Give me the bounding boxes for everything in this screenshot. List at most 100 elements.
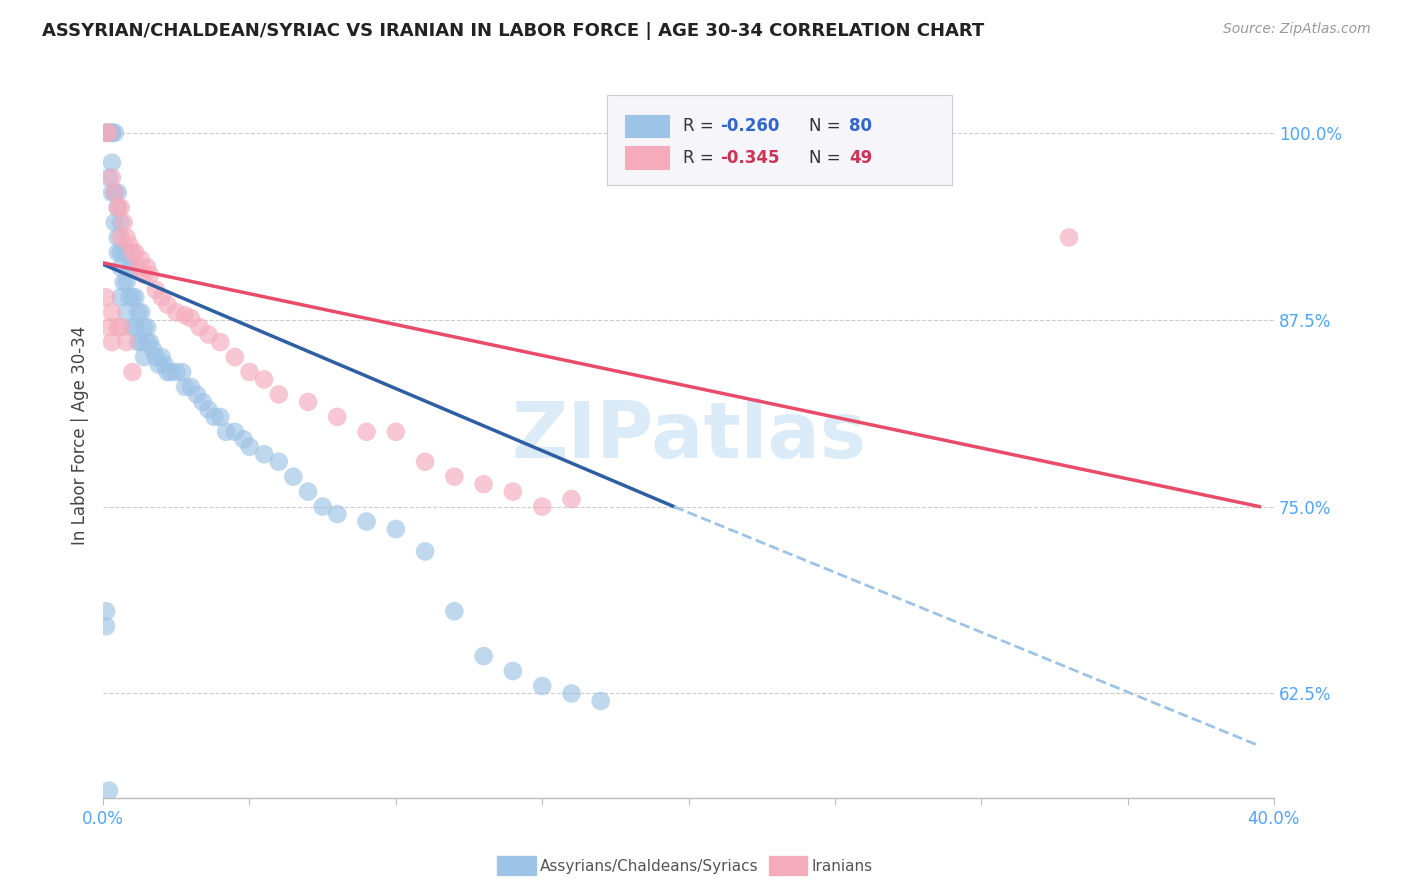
Point [165,305,187,319]
Point [107,201,129,215]
Point [145,350,167,364]
Point [124,245,146,260]
Point [129,335,152,350]
Text: -0.260: -0.260 [720,117,779,135]
Text: Source: ZipAtlas.com: Source: ZipAtlas.com [1223,22,1371,37]
Point [148,358,170,372]
Point [150,350,173,364]
Point [121,245,143,260]
Point [215,425,238,439]
Point [104,215,127,229]
Point [531,679,554,693]
Point [132,350,155,364]
Point [502,484,524,499]
Point [202,409,225,424]
Point [283,469,305,483]
Point [560,492,582,507]
Point [188,320,211,334]
Point [121,320,143,334]
Point [385,522,408,536]
Point [156,298,179,312]
Point [132,320,155,334]
Point [101,126,124,140]
Point [112,215,135,229]
Point [98,126,121,140]
Point [142,343,165,357]
Text: Iranians: Iranians [811,859,872,873]
Point [94,126,117,140]
Point [311,500,333,514]
Point [127,335,149,350]
Point [115,335,138,350]
Point [443,469,465,483]
Text: -0.345: -0.345 [720,149,780,167]
Point [156,365,179,379]
Point [326,507,349,521]
Point [101,126,124,140]
Point [238,365,260,379]
Point [115,245,138,260]
Point [98,126,121,140]
Point [139,335,162,350]
Point [110,245,132,260]
Point [110,215,132,229]
Point [107,186,129,200]
Point [180,380,202,394]
Point [107,230,129,244]
Point [531,500,554,514]
Point [121,365,143,379]
Point [115,305,138,319]
Point [121,260,143,275]
Point [472,477,495,491]
Point [115,230,138,244]
Point [94,290,117,304]
Point [443,604,465,618]
Point [413,455,436,469]
Point [98,126,121,140]
Point [385,425,408,439]
Text: Assyrians/Chaldeans/Syriacs: Assyrians/Chaldeans/Syriacs [540,859,758,873]
Point [98,783,121,797]
Point [172,365,194,379]
Point [267,387,290,401]
Point [136,260,159,275]
Point [129,305,152,319]
Point [326,409,349,424]
Point [110,290,132,304]
Point [94,126,117,140]
Text: ASSYRIAN/CHALDEAN/SYRIAC VS IRANIAN IN LABOR FORCE | AGE 30-34 CORRELATION CHART: ASSYRIAN/CHALDEAN/SYRIAC VS IRANIAN IN L… [42,22,984,40]
Point [413,544,436,558]
Point [180,311,202,326]
Point [136,320,159,334]
Point [132,268,155,282]
Point [118,260,141,275]
Y-axis label: In Labor Force | Age 30-34: In Labor Force | Age 30-34 [72,326,89,545]
Point [232,432,254,446]
Point [174,308,197,322]
Point [101,186,124,200]
Point [127,260,149,275]
Point [197,327,219,342]
Point [197,402,219,417]
Point [589,694,612,708]
Point [224,350,246,364]
Point [101,305,124,319]
Point [121,290,143,304]
Text: N =: N = [808,117,846,135]
Point [224,425,246,439]
Point [101,126,124,140]
Point [107,320,129,334]
Point [297,484,319,499]
Point [101,335,124,350]
Point [104,126,127,140]
Text: 80: 80 [849,117,872,135]
Point [110,320,132,334]
Point [145,283,167,297]
Point [153,358,176,372]
Point [472,649,495,664]
Point [297,395,319,409]
Point [191,395,214,409]
Point [94,619,117,633]
Point [98,320,121,334]
Point [110,230,132,244]
